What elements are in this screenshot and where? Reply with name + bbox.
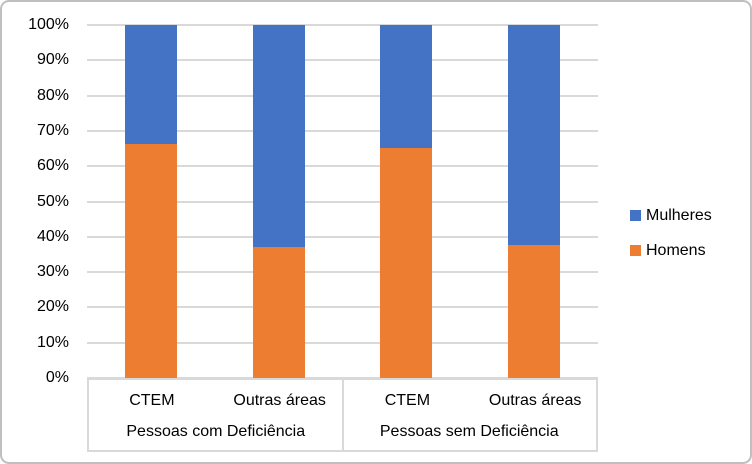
bar-segment-mulheres <box>252 25 305 247</box>
legend: Mulheres Homens <box>630 205 712 261</box>
x-category-label: Outras áreas <box>488 392 582 409</box>
x-category-label: Outras áreas <box>233 392 326 409</box>
bar-ctem-2 <box>380 25 433 378</box>
x-category-label: CTEM <box>129 392 175 409</box>
y-axis-tick-label: 20% <box>36 298 69 316</box>
legend-item-homens: Homens <box>630 240 712 261</box>
gridline <box>87 306 598 309</box>
plot-area <box>87 24 598 379</box>
bar-segment-homens <box>252 246 305 378</box>
y-axis-tick-label: 10% <box>36 333 69 351</box>
gridline <box>87 341 598 344</box>
legend-item-label: Homens <box>646 242 706 259</box>
legend-item-label: Mulheres <box>646 207 712 224</box>
bar-segment-mulheres <box>508 25 561 245</box>
gridline <box>87 165 598 168</box>
bar-segment-mulheres <box>380 25 433 148</box>
y-axis-tick-label: 80% <box>36 86 69 104</box>
x-axis-category-table: CTEM Outras áreas Pessoas com Deficiência C… <box>87 378 598 452</box>
bar-outras-áreas-1 <box>252 25 305 378</box>
gridline <box>87 235 598 238</box>
y-axis-tick-label: 90% <box>36 51 69 69</box>
gridline <box>87 24 598 26</box>
y-axis-tick-label: 60% <box>36 157 69 175</box>
y-axis-tick-label: 30% <box>36 263 69 281</box>
legend-item-mulheres: Mulheres <box>630 205 712 226</box>
gridline <box>87 200 598 203</box>
bar-segment-homens <box>380 147 433 378</box>
legend-marker-icon <box>630 245 641 256</box>
gridline <box>87 59 598 62</box>
x-group-label: Pessoas com Deficiência <box>126 423 306 440</box>
x-group-label: Pessoas sem Deficiência <box>379 423 559 440</box>
gridline <box>87 94 598 97</box>
bar-segment-mulheres <box>124 25 177 144</box>
y-axis-tick-label: 70% <box>36 121 69 139</box>
bar-segment-homens <box>508 244 561 378</box>
y-axis-tick-label: 40% <box>36 227 69 245</box>
y-axis-tick-label: 0% <box>45 369 69 386</box>
bar-segment-homens <box>124 143 177 378</box>
bar-outras-áreas-2 <box>508 25 561 378</box>
x-category-label: CTEM <box>384 392 431 409</box>
y-axis: 0% 10% 20% 30% 40% 50% 60% 70% 80% 90% 100% <box>2 16 69 386</box>
legend-marker-icon <box>630 210 641 221</box>
gridline <box>87 129 598 132</box>
gridline <box>87 271 598 274</box>
bar-ctem-1 <box>124 25 177 378</box>
y-axis-tick-label: 50% <box>36 192 69 210</box>
y-axis-tick-label: 100% <box>28 16 69 33</box>
group-divider <box>341 380 344 450</box>
